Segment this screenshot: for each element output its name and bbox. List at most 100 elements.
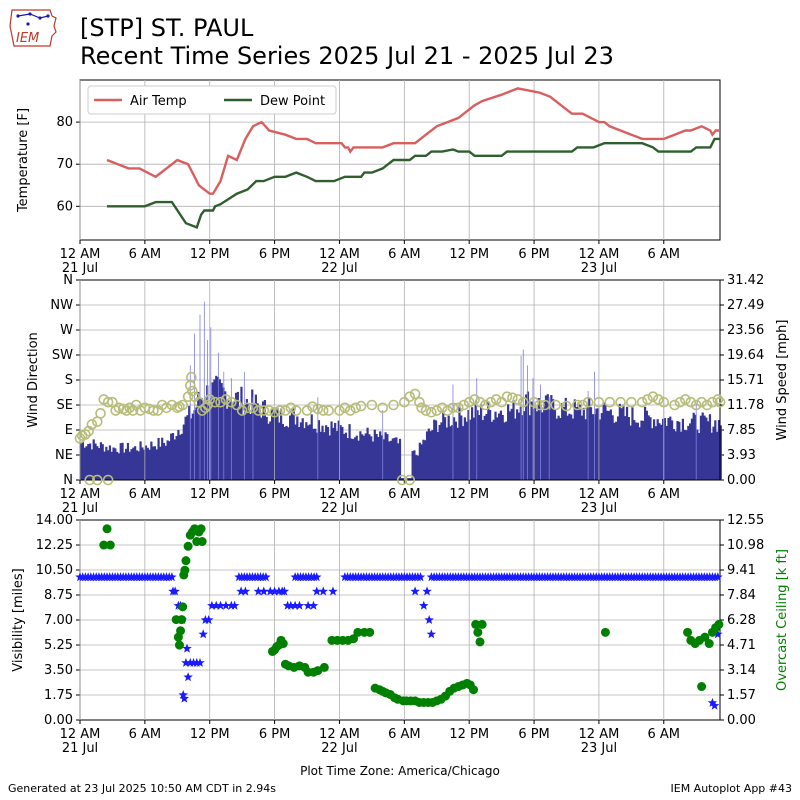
visibility-point bbox=[290, 600, 300, 610]
wind-speed-bar bbox=[588, 398, 591, 480]
wind-speed-bar bbox=[391, 438, 394, 480]
wind-speed-bar bbox=[699, 415, 703, 480]
wind-speed-bar bbox=[80, 441, 83, 480]
wind-speed-bar bbox=[382, 439, 385, 480]
x-tick-label: 6 PM bbox=[518, 727, 549, 742]
wind-speed-bar bbox=[180, 433, 184, 480]
y2-tick-label: 7.84 bbox=[727, 588, 756, 603]
wind-speed-bar bbox=[577, 402, 580, 480]
wind-speed-bar bbox=[314, 428, 317, 480]
x-tick-label: 12 PM bbox=[190, 727, 230, 742]
wind-speed-bar bbox=[669, 416, 672, 480]
wind-speed-bar bbox=[604, 405, 607, 480]
x-tick-label: 6 AM bbox=[648, 247, 681, 262]
x-tick-label: 6 AM bbox=[129, 247, 162, 262]
wind-speed-bar bbox=[101, 444, 104, 480]
wind-speed-bar bbox=[501, 414, 504, 480]
generated-note: Generated at 23 Jul 2025 10:50 AM CDT in… bbox=[8, 782, 276, 795]
wind-speed-bar bbox=[672, 429, 675, 480]
wind-speed-bar bbox=[141, 447, 144, 480]
y2-tick-label: 3.93 bbox=[727, 448, 756, 463]
wind-speed-bar bbox=[667, 418, 670, 480]
wind-speed-bar bbox=[465, 421, 468, 480]
wind-speed-bar bbox=[629, 425, 632, 480]
wind-speed-bar bbox=[463, 417, 466, 480]
wind-speed-bar bbox=[103, 451, 106, 480]
wind-direction-point bbox=[582, 396, 594, 408]
wind-speed-bar bbox=[652, 419, 656, 480]
visibility-point bbox=[211, 600, 221, 610]
wind-direction-point bbox=[696, 396, 707, 408]
visibility-point bbox=[328, 586, 338, 596]
wind-speed-bar bbox=[615, 421, 618, 480]
wind-direction-point bbox=[690, 399, 702, 411]
x-tick-label: 6 AM bbox=[129, 727, 162, 742]
wind-speed-bar bbox=[159, 446, 162, 480]
y-tick-label: 3.50 bbox=[44, 663, 73, 678]
wind-speed-bar bbox=[281, 423, 285, 480]
wind-speed-bar bbox=[681, 418, 685, 480]
wind-speed-bar bbox=[492, 419, 495, 480]
ceiling-point bbox=[475, 637, 485, 647]
y-axis-label: Temperature [F] bbox=[16, 108, 31, 213]
wind-direction-point bbox=[166, 399, 178, 411]
wind-direction-point bbox=[186, 371, 197, 383]
wind-direction-point bbox=[161, 402, 172, 414]
wind-speed-bar bbox=[150, 441, 153, 480]
wind-speed-bar bbox=[642, 420, 645, 480]
x-tick-label: 12 AM bbox=[60, 247, 101, 262]
wind-speed-bar bbox=[395, 437, 398, 480]
wind-speed-bar bbox=[328, 435, 331, 480]
wind-direction-point bbox=[642, 394, 653, 405]
wind-speed-bar bbox=[112, 447, 115, 480]
ceiling-point bbox=[178, 602, 188, 612]
wind-speed-bar bbox=[368, 434, 371, 480]
wind-direction-point bbox=[231, 399, 243, 411]
wind-speed-bar bbox=[460, 415, 463, 480]
y2-tick-label: 4.71 bbox=[727, 638, 756, 653]
y2-tick-label: 0.00 bbox=[727, 713, 756, 728]
visibility-point bbox=[410, 586, 420, 596]
x-tick-label: 6 PM bbox=[259, 487, 290, 502]
wind-speed-bar bbox=[483, 415, 486, 480]
wind-direction-point bbox=[258, 405, 270, 416]
y-tick-label: 8.75 bbox=[44, 588, 73, 603]
y2-tick-label: 10.98 bbox=[727, 538, 764, 553]
wind-direction-point bbox=[263, 405, 275, 416]
wind-speed-bar bbox=[352, 439, 355, 480]
ceiling-point bbox=[683, 627, 693, 637]
wind-speed-bar bbox=[388, 441, 391, 480]
wind-speed-bar bbox=[481, 420, 485, 480]
wind-speed-bar bbox=[687, 425, 690, 480]
wind-direction-point bbox=[274, 405, 286, 416]
wind-direction-point bbox=[102, 396, 114, 408]
wind-direction-point bbox=[124, 402, 136, 414]
wind-speed-bar bbox=[618, 403, 621, 480]
visibility-point bbox=[426, 629, 437, 639]
y2-tick-label: 6.28 bbox=[727, 613, 756, 628]
wind-speed-bar bbox=[270, 409, 274, 480]
wind-speed-bar bbox=[496, 417, 499, 480]
legend-label: Air Temp bbox=[130, 94, 187, 109]
wind-speed-bar bbox=[534, 407, 537, 480]
wind-direction-point bbox=[447, 402, 459, 414]
wind-direction-point bbox=[420, 405, 432, 416]
wind-direction-point bbox=[307, 401, 318, 412]
y-tick-label: 80 bbox=[56, 115, 73, 130]
wind-speed-bar bbox=[224, 391, 227, 480]
wind-speed-bar bbox=[631, 407, 634, 480]
wind-speed-bar bbox=[200, 398, 203, 480]
y-tick-label: N bbox=[63, 273, 73, 288]
y-axis-label: Visibility [miles] bbox=[11, 568, 26, 671]
wind-speed-bar bbox=[164, 445, 167, 480]
wind-speed-bar bbox=[402, 478, 405, 480]
ceiling-point bbox=[99, 540, 109, 550]
wind-speed-bar bbox=[236, 391, 239, 480]
visibility-point bbox=[308, 600, 319, 610]
wind-speed-bar bbox=[494, 411, 497, 480]
wind-speed-bar bbox=[335, 431, 339, 480]
wind-speed-bar bbox=[249, 414, 252, 480]
wind-speed-bar bbox=[218, 379, 221, 480]
wind-speed-bar bbox=[278, 422, 281, 480]
wind-speed-bar bbox=[105, 446, 108, 480]
